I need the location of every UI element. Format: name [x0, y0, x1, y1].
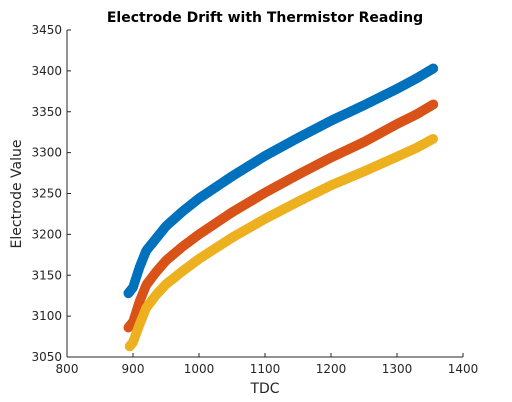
- series-2-marker: [428, 99, 439, 110]
- series-1: [123, 63, 439, 299]
- y-tick-label: 3100: [31, 309, 62, 323]
- x-tick-label: 1200: [316, 362, 347, 376]
- series-2: [123, 99, 439, 333]
- y-tick-label: 3250: [31, 187, 62, 201]
- chart-title: Electrode Drift with Thermistor Reading: [107, 10, 423, 26]
- series-3: [124, 133, 438, 352]
- series-1-marker: [428, 63, 439, 74]
- x-tick-label: 1300: [382, 362, 413, 376]
- x-axis-label: TDC: [249, 381, 279, 397]
- y-tick-label: 3300: [31, 146, 62, 160]
- x-tick-label: 1100: [250, 362, 281, 376]
- y-tick-label: 3400: [31, 64, 62, 78]
- axes: 800 900 1000 1100 1200 1300 1400 3050 3100 3150 32…: [31, 23, 478, 376]
- series-3-marker: [428, 133, 438, 144]
- x-tick-label: 900: [122, 362, 145, 376]
- plot-area: [123, 63, 439, 352]
- x-tick-label: 800: [56, 362, 79, 376]
- x-tick-label: 1400: [448, 362, 479, 376]
- y-tick-label: 3200: [31, 227, 62, 241]
- x-tick-label: 1000: [184, 362, 215, 376]
- y-tick-label: 3350: [31, 105, 62, 119]
- y-tick-label: 3050: [31, 350, 62, 364]
- y-axis-label: Electrode Value: [9, 140, 25, 249]
- y-tick-label: 3150: [31, 268, 62, 282]
- y-tick-label: 3450: [31, 23, 62, 37]
